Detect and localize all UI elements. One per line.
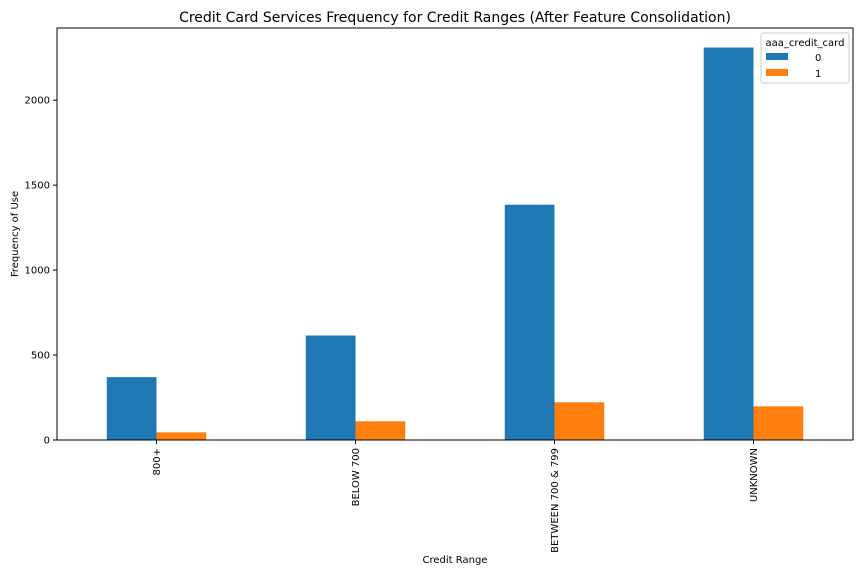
bar-series-0-cat-2 (504, 204, 555, 440)
bar-series-1-cat-2 (554, 402, 605, 440)
bar-series-1-cat-0 (156, 432, 207, 440)
bar-series-0-cat-3 (703, 47, 754, 440)
legend-label-0: 0 (815, 53, 821, 64)
bar-series-0-cat-1 (305, 335, 356, 440)
bars-group (106, 47, 804, 440)
legend-swatch-0 (766, 53, 788, 60)
x-tick-label-0: 800+ (152, 448, 163, 475)
y-tick-label-4: 2000 (25, 96, 50, 107)
y-axis-label: Frequency of Use (10, 191, 21, 277)
bar-series-1-cat-3 (753, 406, 804, 440)
y-tick-label-1: 500 (31, 351, 50, 362)
plot-frame (56, 27, 854, 441)
y-tick-label-0: 0 (44, 436, 50, 447)
legend-swatch-1 (766, 69, 788, 76)
bar-series-0-cat-0 (106, 377, 157, 440)
y-tick-label-2: 1000 (25, 266, 50, 277)
y-tick-label-3: 1500 (25, 181, 50, 192)
x-tick-label-1: BELOW 700 (351, 448, 362, 506)
x-tick-label-2: BETWEEN 700 & 799 (550, 448, 561, 553)
legend-label-1: 1 (815, 69, 821, 80)
y-axis-ticks: 0 500 1000 1500 2000 (25, 96, 57, 447)
chart-title: Credit Card Services Frequency for Credi… (179, 10, 731, 26)
legend-title: aaa_credit_card (766, 38, 845, 49)
legend: aaa_credit_card 0 1 (760, 32, 850, 84)
x-axis-ticks: 800+ BELOW 700 BETWEEN 700 & 799 UNKNOWN (152, 440, 760, 553)
x-tick-label-3: UNKNOWN (749, 448, 760, 502)
x-axis-label: Credit Range (423, 555, 488, 566)
bar-series-1-cat-1 (355, 421, 406, 440)
